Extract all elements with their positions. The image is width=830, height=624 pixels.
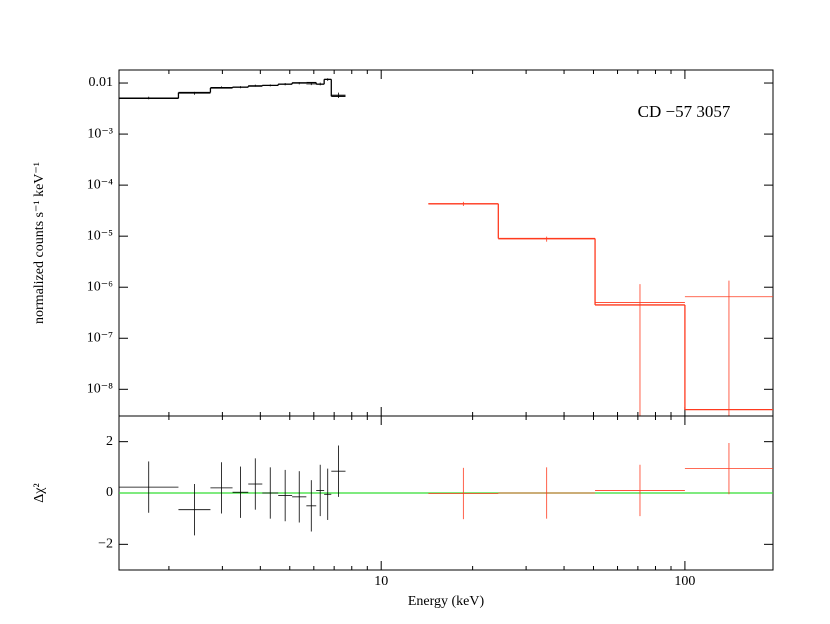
plot-area bbox=[119, 442, 773, 536]
x-axis-label: Energy (keV) bbox=[408, 594, 485, 609]
annotation: CD −57 3057 bbox=[638, 102, 731, 121]
plot-frame bbox=[118, 69, 774, 417]
y-tick-label: 10⁻⁵ bbox=[87, 228, 113, 243]
y-tick-label: 10⁻⁸ bbox=[87, 382, 113, 397]
y-tick-label: −2 bbox=[98, 537, 113, 552]
y-axis-label: normalized counts s⁻¹ keV⁻¹ bbox=[32, 162, 47, 324]
y-tick-label: 0 bbox=[106, 485, 113, 500]
y-tick-label: 10⁻⁴ bbox=[87, 177, 113, 192]
plot-area bbox=[119, 78, 773, 416]
y-tick-label: 0.01 bbox=[89, 75, 114, 90]
y-axis-label: Δχ² bbox=[32, 483, 47, 502]
x-tick-label: 100 bbox=[674, 574, 695, 589]
x-tick-label: 10 bbox=[374, 574, 388, 589]
y-tick-label: 10⁻⁷ bbox=[87, 330, 113, 345]
y-tick-label: 10⁻³ bbox=[87, 126, 113, 141]
y-tick-label: 2 bbox=[106, 434, 113, 449]
y-tick-label: 10⁻⁶ bbox=[87, 279, 113, 294]
